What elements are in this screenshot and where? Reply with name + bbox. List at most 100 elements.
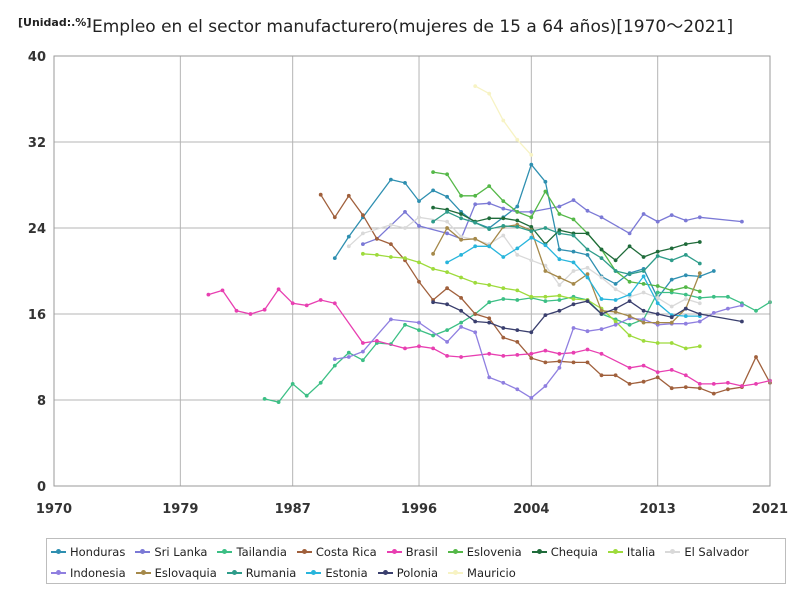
data-point — [445, 286, 449, 291]
y-tick-label: 0 — [37, 480, 46, 495]
data-point — [318, 192, 323, 197]
data-point — [543, 384, 548, 388]
data-point — [473, 330, 478, 335]
data-point — [332, 357, 337, 361]
data-point — [585, 208, 590, 213]
data-point — [459, 308, 463, 313]
data-point — [683, 297, 688, 301]
data-point — [571, 233, 576, 238]
data-point — [459, 212, 463, 216]
data-point — [655, 249, 660, 254]
x-axis-ticks: 1970 1979 1987 1996 2004 2013 2021 — [36, 502, 788, 517]
x-tick-label: 2004 — [513, 502, 549, 517]
legend-label: Chequia — [550, 545, 598, 559]
data-point — [557, 283, 562, 287]
data-point — [487, 216, 492, 221]
data-point — [431, 333, 435, 338]
legend-swatch — [377, 569, 393, 575]
data-point — [557, 351, 562, 356]
data-point — [332, 363, 337, 368]
data-point — [431, 267, 435, 271]
series-el-salvador — [346, 215, 702, 309]
data-point — [487, 351, 492, 356]
legend-label: Estonia — [325, 565, 368, 580]
data-point — [697, 344, 702, 349]
legend-swatch — [51, 549, 66, 554]
legend-item: Chequia — [531, 542, 598, 562]
data-point — [346, 355, 351, 359]
data-point — [543, 348, 548, 353]
data-point — [641, 363, 646, 368]
data-point — [361, 251, 365, 256]
legend-label: El Salvador — [684, 545, 749, 559]
data-point — [529, 351, 534, 356]
data-point — [417, 344, 421, 349]
data-point — [571, 350, 576, 355]
legend-label: Eslovaquia — [154, 565, 217, 580]
data-point — [599, 215, 604, 220]
data-point — [417, 328, 421, 332]
data-point — [557, 365, 562, 370]
legend-swatch — [447, 549, 463, 554]
data-point — [585, 299, 590, 303]
data-point — [655, 254, 660, 258]
data-point — [459, 216, 463, 221]
data-point — [346, 234, 351, 239]
data-point — [571, 260, 576, 265]
data-point — [613, 319, 618, 324]
legend-item: Polonia — [377, 563, 438, 583]
data-point — [445, 302, 449, 307]
data-point — [627, 322, 632, 327]
series-chequia — [431, 205, 702, 263]
data-point — [627, 244, 632, 249]
data-point — [697, 240, 702, 244]
data-point — [529, 162, 534, 167]
data-point — [515, 340, 520, 344]
series-honduras — [332, 162, 716, 300]
data-point — [669, 315, 674, 320]
data-point — [613, 282, 618, 286]
data-point — [529, 396, 534, 400]
data-point — [501, 354, 506, 358]
data-point — [641, 255, 646, 259]
data-point — [697, 296, 702, 300]
data-point — [403, 346, 407, 351]
data-point — [655, 341, 660, 345]
x-tick-label: 2013 — [640, 502, 676, 517]
data-point — [346, 193, 351, 198]
data-point — [529, 258, 534, 263]
data-point — [431, 205, 435, 210]
data-point — [417, 279, 421, 284]
data-point — [332, 301, 337, 306]
data-point — [487, 375, 492, 380]
data-point — [613, 373, 618, 378]
series-line — [432, 224, 701, 324]
data-point — [557, 231, 562, 236]
series-line — [433, 206, 700, 262]
legend-item: Indonesia — [51, 563, 126, 583]
data-point — [641, 320, 646, 325]
data-point — [515, 137, 520, 142]
data-point — [206, 292, 211, 297]
data-point — [669, 386, 674, 391]
legend-item: El Salvador — [665, 542, 749, 562]
series-line — [334, 163, 715, 300]
data-point — [669, 213, 674, 218]
data-point — [571, 198, 576, 203]
data-point — [683, 373, 688, 378]
legend-swatch — [306, 569, 322, 575]
data-point — [403, 210, 407, 214]
data-point — [487, 244, 492, 249]
data-point — [529, 229, 534, 234]
data-point — [445, 354, 449, 358]
legend-swatch — [135, 549, 151, 554]
data-point — [431, 219, 435, 224]
legend: Honduras Sri Lanka Tailandia Costa Rica Bras… — [46, 538, 786, 584]
data-point — [515, 218, 520, 223]
data-point — [445, 194, 449, 199]
data-point — [641, 379, 646, 384]
data-point — [613, 306, 618, 311]
data-point — [557, 247, 562, 252]
legend-label: Eslovenia — [466, 545, 522, 559]
data-point — [599, 256, 604, 260]
